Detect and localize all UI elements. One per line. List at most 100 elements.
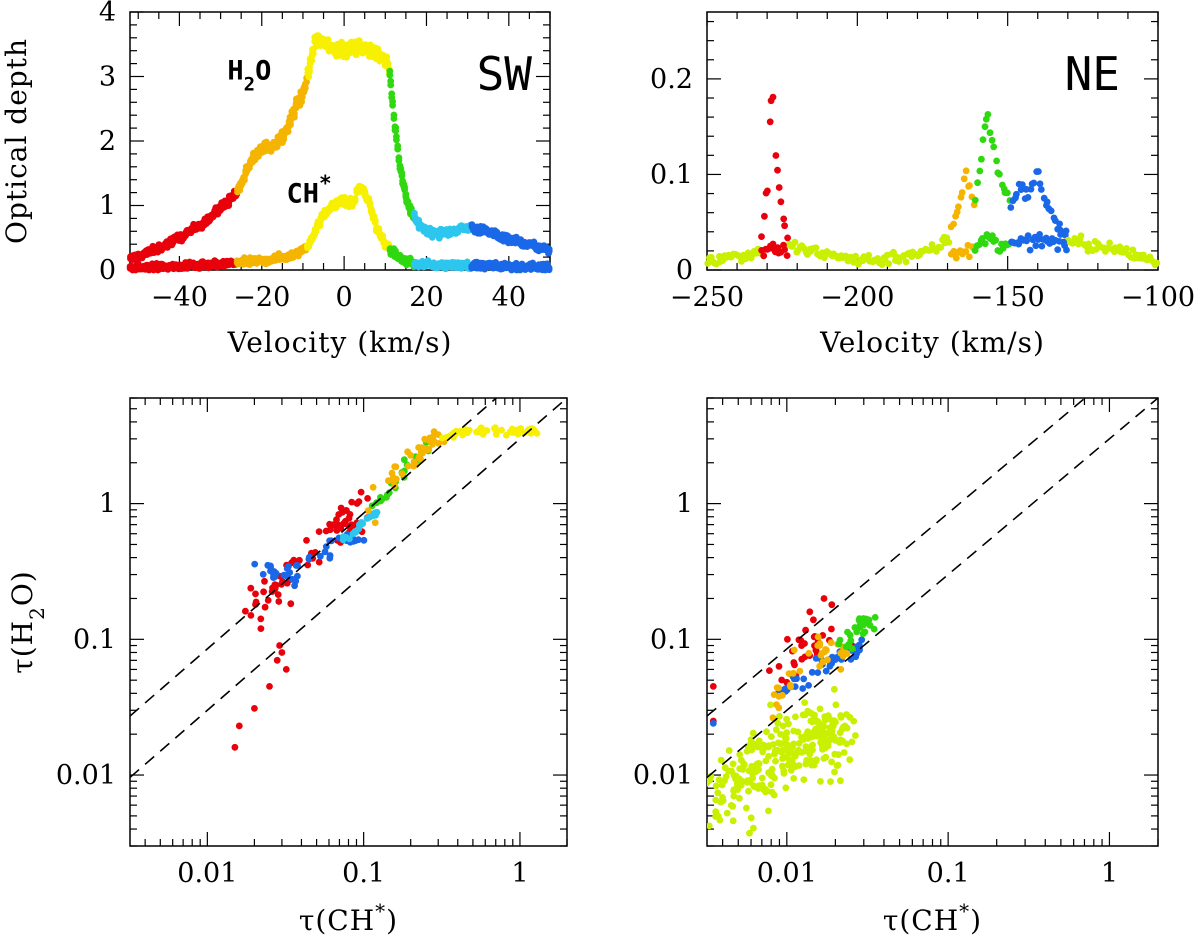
y-axis-label: τ(H2O)	[6, 570, 49, 673]
dashed-line	[707, 398, 1087, 717]
data-point	[317, 552, 324, 560]
data-point	[769, 240, 777, 248]
data-point	[404, 462, 412, 470]
data-point	[410, 462, 417, 470]
data-point	[714, 789, 722, 797]
data-point	[737, 756, 745, 764]
data-point	[242, 607, 249, 615]
data-point	[766, 118, 774, 126]
data-point	[1047, 207, 1055, 215]
data-point	[843, 724, 851, 732]
data-point	[530, 426, 537, 433]
y-tick-label: 0.1	[650, 624, 693, 655]
x-tick-label: 0.1	[927, 858, 970, 889]
data-point	[820, 595, 828, 602]
data-point	[285, 563, 292, 570]
data-point	[294, 562, 301, 569]
data-point	[733, 780, 741, 788]
data-point	[814, 669, 822, 676]
data-point	[784, 635, 791, 643]
data-point	[790, 775, 798, 782]
data-point	[768, 733, 775, 740]
data-point	[270, 568, 278, 575]
data-point	[821, 729, 828, 737]
data-point	[357, 488, 365, 496]
x-tick-label: −200	[820, 282, 894, 313]
data-point	[1106, 239, 1113, 247]
data-point	[986, 129, 994, 137]
data-point	[1022, 185, 1030, 193]
data-point	[984, 111, 992, 118]
data-point	[545, 245, 553, 253]
data-point	[257, 615, 265, 623]
data-point	[430, 428, 438, 436]
data-point	[777, 731, 785, 738]
data-point	[902, 258, 910, 266]
data-point	[966, 182, 973, 189]
data-point	[775, 663, 783, 670]
data-point	[777, 198, 785, 206]
data-point	[348, 498, 356, 506]
data-point	[815, 718, 822, 726]
data-point	[858, 636, 866, 644]
data-point	[516, 425, 524, 433]
data-point	[764, 187, 771, 195]
data-point	[822, 667, 830, 675]
data-point	[805, 682, 812, 689]
data-point	[717, 798, 725, 806]
data-point	[791, 238, 799, 246]
data-point	[291, 110, 298, 117]
data-point	[321, 548, 329, 556]
x-axis-label: Velocity (km/s)	[819, 326, 1045, 359]
data-point	[828, 731, 836, 739]
data-point	[822, 646, 829, 653]
data-point	[770, 791, 778, 799]
data-point	[280, 571, 288, 579]
data-point	[776, 712, 783, 720]
data-point	[801, 699, 808, 706]
data-point	[827, 639, 835, 647]
data-point	[806, 608, 814, 616]
data-point	[1036, 180, 1044, 188]
panel-sw-spectrum: −40 −20 0 20 40 0 1 2 3 4 SW H2O CH* Velocity (km/s) O…	[0, 0, 553, 359]
data-point	[828, 625, 835, 633]
data-point	[1043, 198, 1051, 206]
data-point	[257, 625, 265, 632]
data-point	[814, 633, 822, 641]
spectrum-points	[126, 32, 553, 274]
data-point	[1123, 245, 1130, 252]
data-point	[837, 666, 845, 673]
data-point	[721, 764, 729, 772]
data-point	[990, 143, 998, 151]
data-point	[1035, 236, 1042, 243]
data-point	[464, 429, 471, 437]
data-point	[747, 736, 755, 743]
x-tick-label: −250	[670, 282, 744, 313]
data-point	[1023, 237, 1030, 245]
dashed-ratio-lines	[707, 398, 1158, 779]
data-point	[1057, 231, 1064, 238]
data-point	[498, 426, 505, 434]
data-point	[800, 776, 808, 783]
data-point	[392, 463, 400, 471]
data-point	[836, 739, 843, 746]
data-point	[761, 785, 769, 793]
data-point	[813, 756, 820, 764]
data-point	[937, 244, 945, 251]
data-point	[247, 584, 255, 592]
data-point	[765, 807, 772, 815]
y-tick-label: 0.1	[650, 159, 693, 190]
data-point	[798, 655, 806, 663]
dashed-ratio-lines	[130, 398, 567, 779]
data-point	[324, 36, 332, 43]
data-point	[790, 646, 798, 654]
data-point	[835, 640, 843, 648]
data-point	[774, 166, 781, 174]
data-point	[251, 560, 259, 568]
data-point	[775, 704, 783, 712]
data-point	[545, 264, 553, 272]
data-point	[1015, 240, 1023, 248]
data-point	[266, 683, 273, 690]
data-point	[271, 573, 279, 580]
data-point	[294, 572, 301, 580]
